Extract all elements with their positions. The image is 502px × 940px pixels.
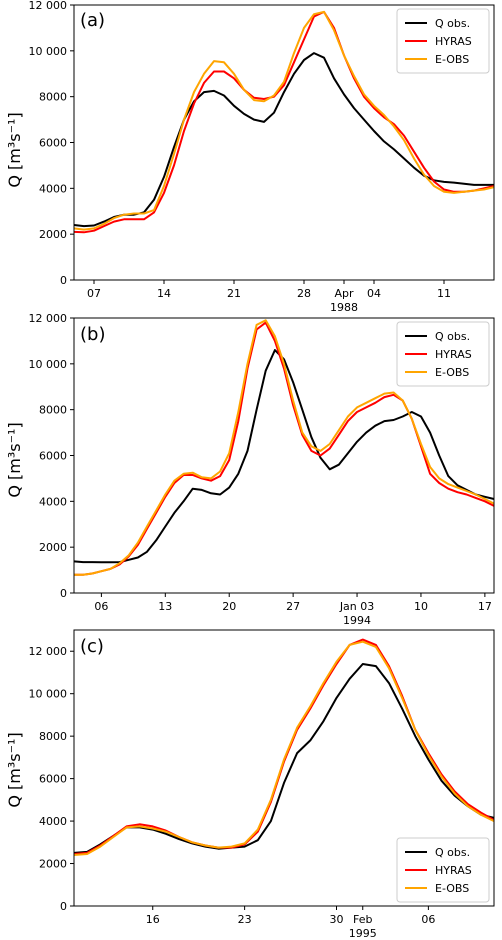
legend: Q obs. HYRAS E-OBS [396,837,490,903]
legend-label-e-obs: E-OBS [435,366,469,379]
x-tick-label: 10 [414,600,428,613]
y-tick-label: 12 000 [29,0,68,12]
y-axis-label: Q [m³s⁻¹] [5,112,24,187]
x-tick-label: 06 [421,913,435,926]
legend-label-hyras: HYRAS [435,864,472,877]
series-line-hyras [73,10,495,234]
panel-label: (c) [80,636,104,657]
plot-area: 0 2000 4000 6000 8000 10 000 12 000 07 14 21 28 Apr… [29,0,495,314]
y-tick-label: 6000 [39,773,67,786]
y-tick-label: 8000 [39,404,67,417]
x-tick-label: 23 [238,913,252,926]
x-tick-label: 30 [330,913,344,926]
y-tick-label: 8000 [39,91,67,104]
legend-box [396,8,490,74]
x-tick-label: Feb [353,913,372,926]
panel-c: Q [m³s⁻¹] 0 2000 4000 6000 8000 10 000 12 000 1… [5,629,495,940]
plot-area: 0 2000 4000 6000 8000 10 000 12 000 16 23 30 Feb19… [29,638,495,940]
y-tick-label: 10 000 [29,688,68,701]
y-tick-label: 0 [60,900,67,913]
legend: Q obs. HYRAS E-OBS [396,321,490,387]
x-tick-label: 28 [297,287,311,300]
legend-label-hyras: HYRAS [435,348,472,361]
x-tick-sublabel: 1994 [343,614,371,627]
x-tick-label: Apr [334,287,354,300]
legend: Q obs. HYRAS E-OBS [396,8,490,74]
x-tick-label: Jan 03 [339,600,374,613]
x-tick-label: 17 [478,600,492,613]
series-line-hyras [74,321,495,576]
x-tick-label: 27 [286,600,300,613]
series-line-e-obs [73,640,495,856]
axes-frame [73,317,495,594]
axes-frame [73,4,495,281]
y-tick-label: 12 000 [29,312,68,325]
legend-label-e-obs: E-OBS [435,882,469,895]
legend-label-q-obs: Q obs. [435,17,470,30]
x-tick-label: 04 [367,287,381,300]
y-tick-label: 10 000 [29,45,68,58]
x-tick-label: 06 [94,600,108,613]
series-line-q-obs [73,349,495,564]
legend-label-q-obs: Q obs. [435,846,470,859]
x-tick-label: 16 [146,913,160,926]
plot-area: 0 2000 4000 6000 8000 10 000 12 000 06 13 20 27 Jan… [29,312,495,627]
y-tick-label: 0 [60,587,67,600]
series-line-e-obs [73,10,495,231]
legend-box [396,837,490,903]
axes-frame [73,629,495,907]
y-tick-label: 8000 [39,730,67,743]
y-tick-label: 4000 [39,815,67,828]
y-tick-label: 6000 [39,137,67,150]
y-axis-label: Q [m³s⁻¹] [5,422,24,497]
legend-box [396,321,490,387]
x-tick-label: 20 [222,600,236,613]
series-line-e-obs [74,319,495,576]
x-tick-sublabel: 1995 [349,927,377,940]
series-line-q-obs [73,663,495,854]
x-tick-label: 07 [87,287,101,300]
series-line-hyras [73,638,495,855]
panel-label: (b) [80,324,105,345]
y-axis-label: Q [m³s⁻¹] [5,732,24,807]
y-tick-label: 10 000 [29,358,68,371]
x-tick-label: 21 [227,287,241,300]
legend-label-hyras: HYRAS [435,35,472,48]
y-tick-label: 12 000 [29,645,68,658]
x-tick-sublabel: 1988 [330,301,358,314]
y-tick-label: 6000 [39,450,67,463]
panel-label: (a) [80,10,105,31]
y-tick-label: 4000 [39,182,67,195]
y-tick-label: 2000 [39,228,67,241]
y-tick-label: 0 [60,274,67,287]
x-tick-label: 11 [437,287,451,300]
y-tick-label: 4000 [39,495,67,508]
legend-label-q-obs: Q obs. [435,330,470,343]
x-tick-label: 13 [158,600,172,613]
y-tick-label: 2000 [39,541,67,554]
x-tick-label: 14 [157,287,171,300]
legend-label-e-obs: E-OBS [435,53,469,66]
y-tick-label: 2000 [39,858,67,871]
